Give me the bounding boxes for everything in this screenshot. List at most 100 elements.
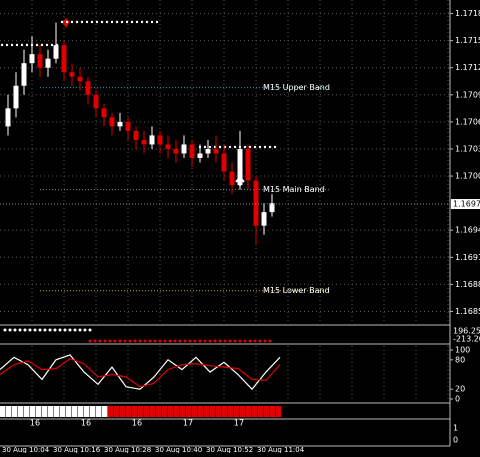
level-dot: [263, 145, 267, 149]
candle-body: [189, 144, 195, 158]
last-price-label: 1.16974: [453, 200, 480, 209]
signal-block: [24, 406, 30, 417]
indicator-dot: [163, 339, 167, 343]
level-dot: [155, 20, 159, 24]
indicator-dot: [258, 339, 262, 343]
candle-body: [101, 108, 107, 118]
candle-body: [269, 203, 275, 213]
level-dot: [258, 145, 262, 149]
candle-body: [181, 144, 187, 154]
indicator-dot: [213, 339, 217, 343]
y-tick-label: 1.16945: [455, 226, 480, 235]
candle-body: [245, 148, 251, 181]
signal-block: [54, 406, 60, 417]
signal-block: [150, 406, 156, 417]
signal-block: [198, 406, 204, 417]
indicator-dot: [228, 339, 232, 343]
day-label: 17: [183, 419, 193, 428]
indicator-label: 196.2531: [453, 327, 480, 336]
indicator-dot: [133, 339, 137, 343]
candle-body: [61, 45, 67, 73]
indicator-dot: [43, 328, 47, 332]
y-tick-label: 1.17095: [455, 90, 480, 99]
level-dot: [35, 43, 39, 47]
signal-block: [210, 406, 216, 417]
candle-body: [213, 148, 219, 154]
level-dot: [218, 145, 222, 149]
candle-body: [29, 54, 35, 64]
candle-body: [37, 54, 43, 68]
y-tick-label: 1.16915: [455, 253, 480, 262]
indicator-dot: [113, 339, 117, 343]
level-dot: [45, 43, 49, 47]
signal-block: [12, 406, 18, 417]
y-tick-label: 1.17125: [455, 63, 480, 72]
indicator-dot: [103, 339, 107, 343]
candle-body: [125, 121, 131, 131]
osc-tick-label: 0: [455, 395, 460, 404]
y-tick-label: 1.17155: [455, 36, 480, 45]
level-dot: [95, 20, 99, 24]
signal-block: [264, 406, 270, 417]
indicator-dot: [118, 339, 122, 343]
signal-block: [168, 406, 174, 417]
candle-body: [197, 153, 203, 158]
osc-tick-label: 100: [455, 346, 470, 355]
indicator-dot: [13, 328, 17, 332]
y-tick-label: 1.17005: [455, 172, 480, 181]
candle-body: [205, 148, 211, 154]
level-dot: [268, 145, 272, 149]
candle-body: [149, 135, 155, 145]
level-dot: [15, 43, 19, 47]
indicator-dot: [123, 339, 127, 343]
indicator-dot: [8, 328, 12, 332]
level-dot: [150, 20, 154, 24]
indicator-dot: [88, 328, 92, 332]
indicator-dot: [248, 339, 252, 343]
level-dot: [110, 20, 114, 24]
x-tick-label: 30 Aug 11:04: [257, 446, 305, 453]
signal-block: [66, 406, 72, 417]
osc-tick-label: 80: [455, 355, 465, 364]
indicator-dot: [253, 339, 257, 343]
candle-body: [93, 94, 99, 109]
candle-body: [69, 72, 75, 77]
indicator-dot: [173, 339, 177, 343]
level-dot: [80, 20, 84, 24]
signal-block: [0, 406, 6, 417]
indicator-dot: [128, 339, 132, 343]
level-dot: [10, 43, 14, 47]
signal-block: [138, 406, 144, 417]
candle-body: [141, 139, 147, 145]
candle-body: [21, 63, 27, 86]
signal-block: [240, 406, 246, 417]
indicator-dot: [218, 339, 222, 343]
signal-block: [30, 406, 36, 417]
candle-body: [253, 180, 259, 226]
indicator-dot: [183, 339, 187, 343]
level-dot: [60, 20, 64, 24]
candle-body: [229, 171, 235, 186]
indicator-dot: [3, 328, 7, 332]
day-label: 16: [81, 419, 91, 428]
level-dot: [90, 20, 94, 24]
signal-block: [258, 406, 264, 417]
level-dot: [75, 20, 79, 24]
indicator-dot: [223, 339, 227, 343]
signal-block: [132, 406, 138, 417]
indicator-dot: [78, 328, 82, 332]
indicator-dot: [168, 339, 172, 343]
indicator-dot: [33, 328, 37, 332]
bottom-label: 0: [453, 436, 458, 445]
signal-block: [42, 406, 48, 417]
last-price-box: [451, 199, 480, 210]
indicator-dot: [93, 339, 97, 343]
signal-block: [234, 406, 240, 417]
level-dot: [20, 43, 24, 47]
indicator-dot: [178, 339, 182, 343]
level-dot: [50, 43, 54, 47]
signal-block: [270, 406, 276, 417]
indicator-dot: [203, 339, 207, 343]
level-dot: [273, 145, 277, 149]
